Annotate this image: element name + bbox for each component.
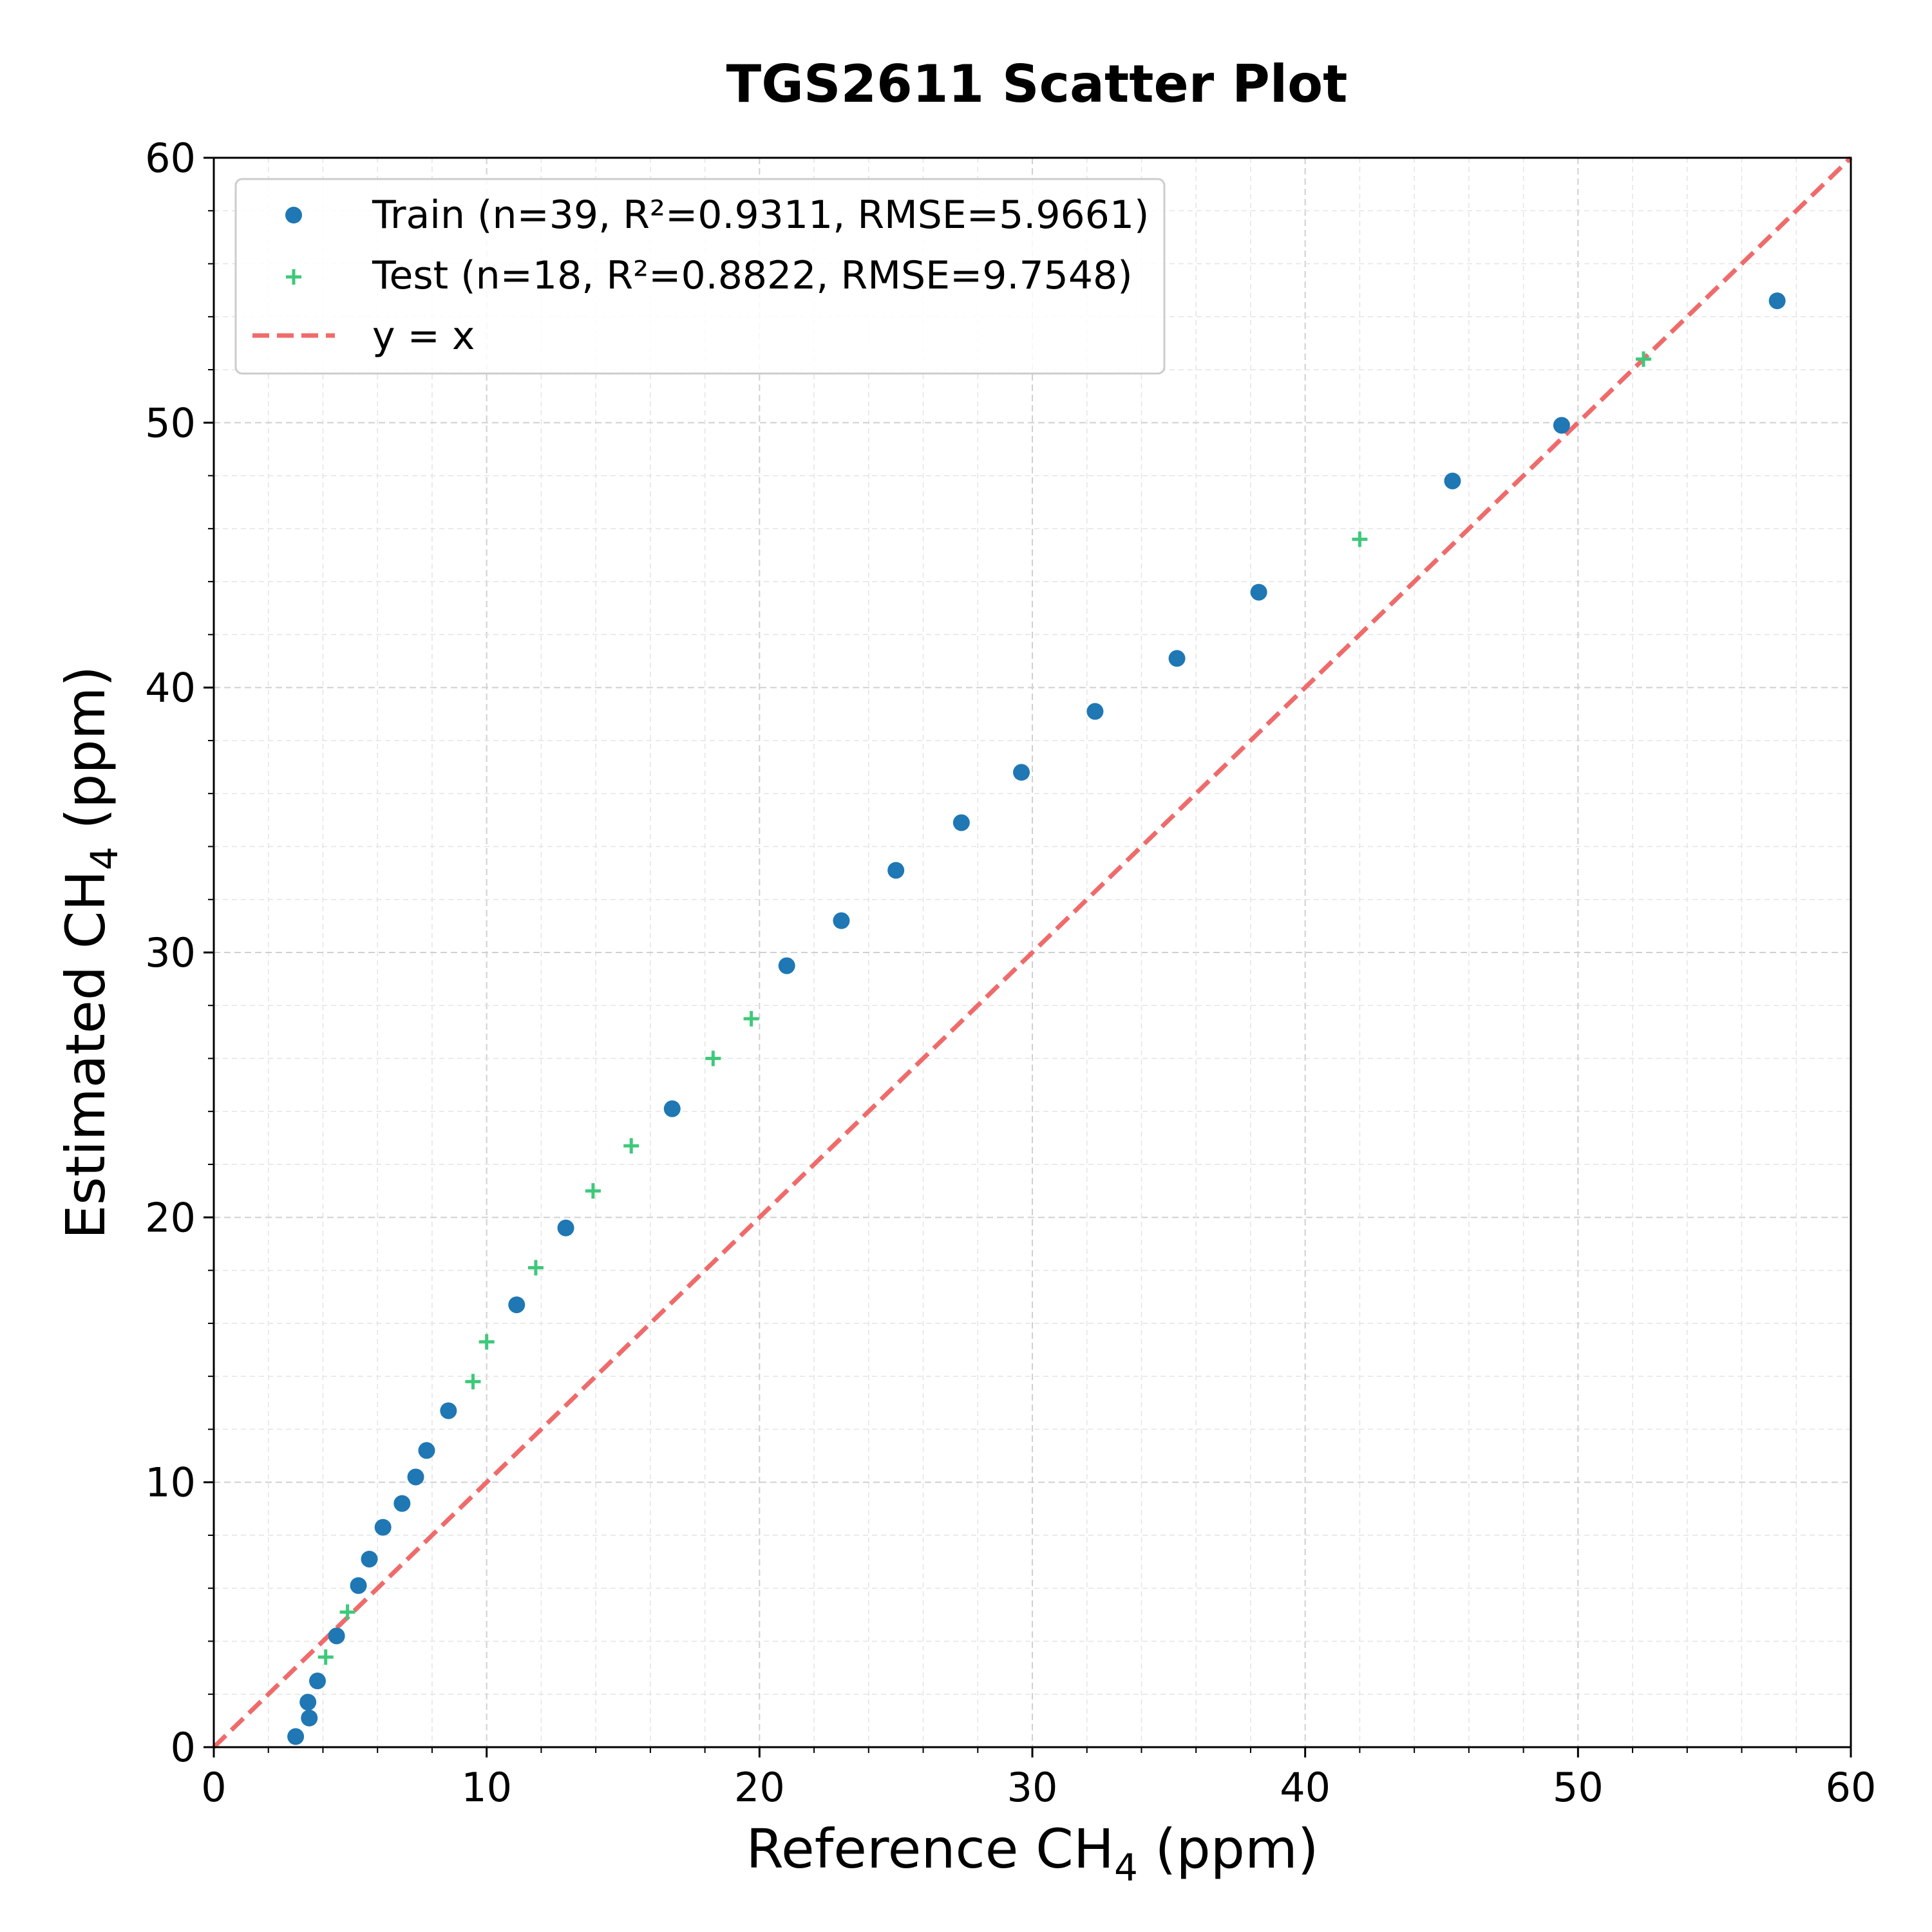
train-point	[952, 814, 970, 831]
test-point	[743, 1010, 759, 1027]
x-tick-label: 0	[201, 1764, 226, 1811]
legend-test-plus	[286, 269, 301, 285]
train-point	[508, 1296, 526, 1314]
legend-reference-label: y = x	[372, 314, 475, 359]
x-axis-label: Reference CH4 (ppm)	[746, 1817, 1318, 1889]
test-point	[623, 1138, 639, 1154]
legend-test-label: Test (n=18, R²=0.8822, RMSE=9.7548)	[372, 253, 1133, 298]
train-point	[663, 1100, 681, 1117]
train-point	[1768, 292, 1786, 310]
test-point	[465, 1374, 481, 1390]
y-tick-label: 30	[145, 929, 196, 976]
train-point	[440, 1402, 457, 1419]
legend-train-label: Train (n=39, R²=0.9311, RMSE=5.9661)	[372, 193, 1149, 238]
legend: Train (n=39, R²=0.9311, RMSE=5.9661) Tes…	[234, 178, 1166, 375]
reference-line	[212, 156, 1853, 1749]
train-point	[328, 1627, 345, 1645]
train-point	[418, 1442, 435, 1459]
y-tick-label: 60	[145, 135, 196, 182]
train-point	[308, 1672, 326, 1690]
train-point	[1250, 583, 1267, 601]
train-point	[301, 1709, 318, 1727]
axis-ticks: 0 10 20 30 40 50 60 0 10 20 30 40 50 60	[145, 135, 1876, 1811]
test-point	[1352, 531, 1368, 547]
test-point	[1636, 351, 1652, 367]
train-point	[374, 1519, 392, 1536]
x-tick-label: 20	[734, 1764, 785, 1811]
legend-train-marker	[285, 207, 302, 223]
train-point	[350, 1577, 367, 1595]
train-point	[361, 1550, 378, 1567]
test-point	[478, 1334, 495, 1350]
y-axis-label: Estimated CH4 (ppm)	[54, 666, 126, 1240]
y-tick-label: 0	[171, 1724, 196, 1771]
train-point	[887, 862, 905, 879]
train-point	[407, 1468, 424, 1486]
x-tick-label: 10	[461, 1764, 512, 1811]
train-point	[1013, 764, 1030, 781]
legend-box	[234, 178, 1166, 375]
train-point	[1553, 417, 1570, 434]
train-point	[557, 1219, 574, 1236]
train-point	[833, 912, 850, 929]
train-point	[1444, 472, 1461, 489]
x-tick-label: 50	[1553, 1764, 1604, 1811]
test-point	[527, 1260, 544, 1276]
y-tick-label: 40	[145, 665, 196, 712]
test-point	[317, 1649, 334, 1665]
test-point	[705, 1050, 721, 1066]
y-tick-label: 10	[145, 1459, 196, 1506]
x-tick-label: 40	[1280, 1764, 1331, 1811]
data-points	[287, 292, 1786, 1745]
y-tick-label: 50	[145, 399, 196, 446]
train-point	[1168, 650, 1186, 667]
x-tick-label: 30	[1007, 1764, 1058, 1811]
x-tick-label: 60	[1826, 1764, 1877, 1811]
test-point	[339, 1604, 355, 1620]
train-point	[393, 1495, 411, 1512]
train-point	[1086, 703, 1104, 720]
chart-title: TGS2611 Scatter Plot	[726, 54, 1348, 114]
train-point	[287, 1728, 305, 1745]
train-point	[299, 1694, 317, 1711]
train-point	[778, 957, 795, 974]
y-tick-label: 20	[145, 1194, 196, 1241]
legend-test-marker	[286, 269, 301, 285]
test-point	[585, 1183, 601, 1199]
